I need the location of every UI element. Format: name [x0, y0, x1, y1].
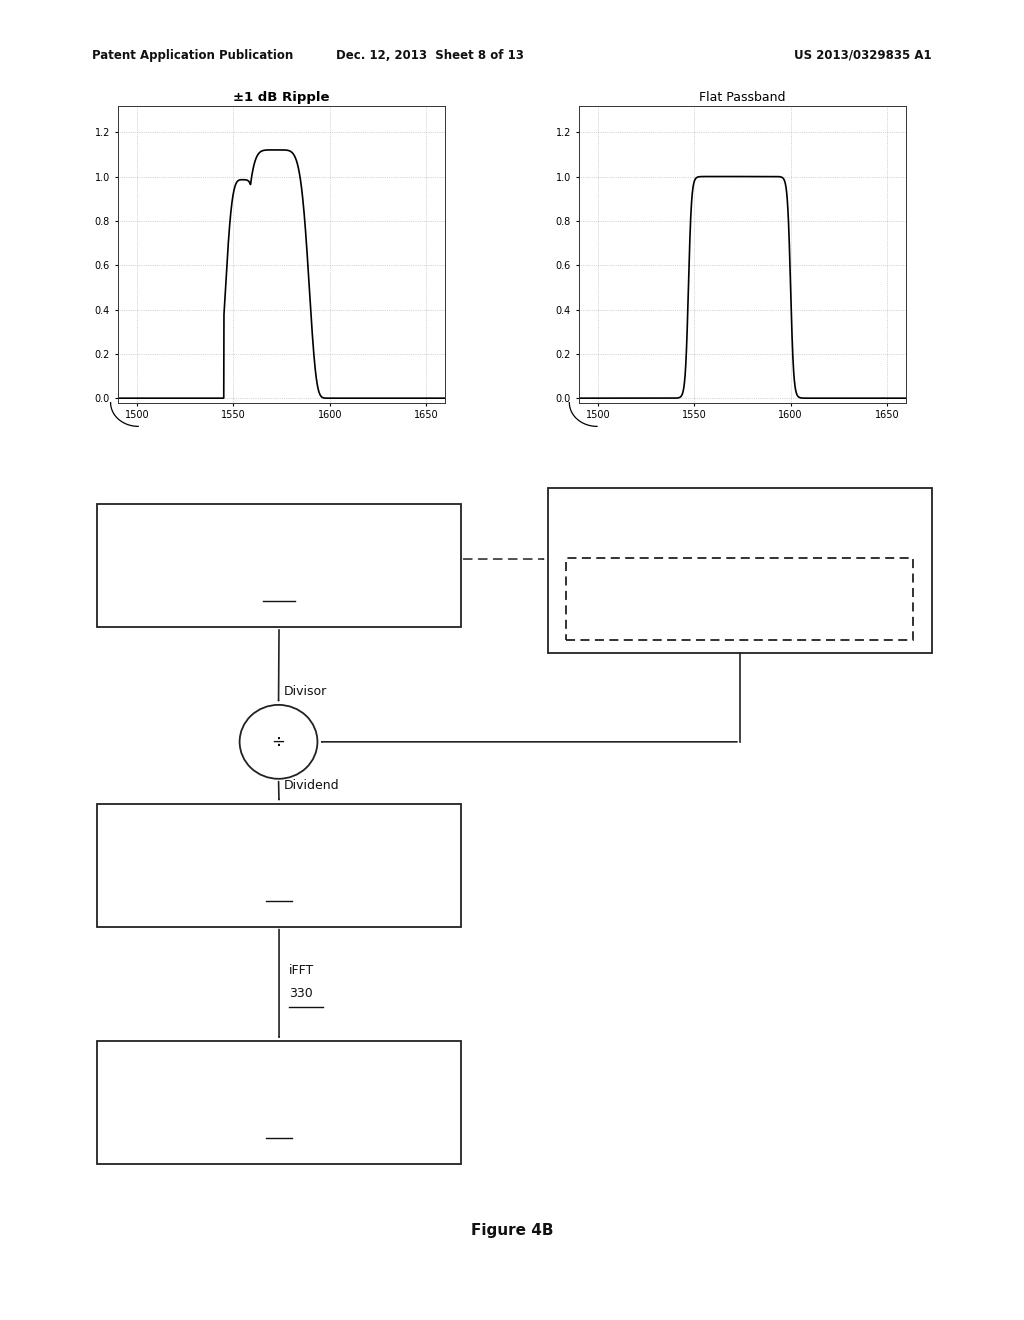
Text: Dec. 12, 2013  Sheet 8 of 13: Dec. 12, 2013 Sheet 8 of 13	[336, 49, 524, 62]
Text: US 2013/0329835 A1: US 2013/0329835 A1	[795, 49, 932, 62]
Text: Symmetric Response 414-a: Symmetric Response 414-a	[648, 593, 831, 606]
Text: Figure 4B: Figure 4B	[471, 1222, 553, 1238]
Text: Dividend: Dividend	[284, 779, 339, 792]
Text: 418: 418	[265, 1122, 293, 1138]
Text: ÷: ÷	[271, 733, 286, 751]
Text: 412: 412	[265, 585, 293, 601]
Text: Actual Magnitude Response: Actual Magnitude Response	[177, 543, 381, 557]
Text: Patent Application Publication: Patent Application Publication	[92, 49, 294, 62]
Text: iFFT: iFFT	[289, 965, 314, 977]
Title: Flat Passband: Flat Passband	[699, 91, 785, 104]
Text: 330: 330	[289, 987, 313, 999]
Title: ±1 dB Ripple: ±1 dB Ripple	[233, 91, 330, 104]
Text: 416: 416	[265, 884, 293, 900]
Text: Target Magnitude Response 414: Target Magnitude Response 414	[613, 512, 866, 527]
Text: Magnitude Residuals: Magnitude Residuals	[203, 842, 355, 857]
Text: FIR Coefficients: FIR Coefficients	[222, 1080, 336, 1094]
Text: Divisor: Divisor	[284, 685, 327, 698]
